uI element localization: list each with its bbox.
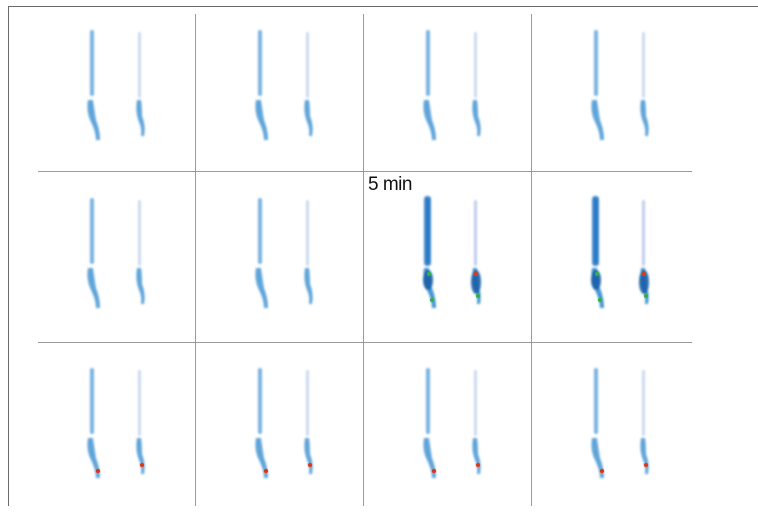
hotspot-marker bbox=[643, 293, 649, 299]
hotspot-marker bbox=[594, 271, 600, 277]
right-tracer-column bbox=[474, 200, 477, 266]
left-lower-signal bbox=[255, 268, 268, 308]
scan-panel bbox=[366, 176, 532, 344]
vertical-divider bbox=[363, 14, 364, 506]
hotspot-marker bbox=[473, 271, 479, 277]
right-lower-signal bbox=[472, 438, 481, 474]
scan-panel bbox=[30, 176, 196, 344]
hotspot-marker bbox=[426, 271, 432, 277]
left-tracer-column bbox=[90, 368, 94, 434]
right-pool bbox=[639, 270, 649, 294]
hotspot-marker bbox=[599, 468, 605, 474]
scan-panel bbox=[198, 346, 364, 514]
left-tracer-column bbox=[426, 30, 430, 96]
left-lower-signal bbox=[591, 100, 604, 140]
left-lower-signal bbox=[423, 438, 436, 478]
left-tracer-column bbox=[594, 368, 598, 434]
left-lower-signal bbox=[255, 100, 268, 140]
scan-panel bbox=[198, 176, 364, 344]
left-lower-signal bbox=[87, 268, 100, 308]
right-lower-signal bbox=[640, 100, 649, 136]
right-tracer-column bbox=[306, 200, 309, 266]
hotspot-marker bbox=[431, 468, 437, 474]
right-tracer-column bbox=[474, 32, 477, 98]
hotspot-marker bbox=[139, 462, 145, 468]
left-tracer-column bbox=[90, 30, 94, 96]
left-tracer-column bbox=[594, 30, 598, 96]
scan-panel bbox=[534, 176, 700, 344]
right-tracer-column bbox=[138, 32, 141, 98]
right-lower-signal bbox=[304, 268, 313, 304]
right-tracer-column bbox=[474, 370, 477, 436]
left-lower-signal bbox=[87, 438, 100, 478]
horizontal-divider bbox=[38, 342, 692, 343]
right-lower-signal bbox=[472, 100, 481, 136]
right-tracer-column bbox=[306, 32, 309, 98]
right-pool bbox=[471, 270, 481, 294]
right-tracer-column bbox=[138, 200, 141, 266]
right-tracer-column bbox=[306, 370, 309, 436]
hotspot-marker bbox=[95, 468, 101, 474]
left-tracer-column bbox=[258, 198, 262, 264]
scan-panel bbox=[30, 8, 196, 176]
right-tracer-column bbox=[642, 32, 645, 98]
left-tracer-column bbox=[426, 368, 430, 434]
left-lower-signal bbox=[591, 438, 604, 478]
right-lower-signal bbox=[304, 100, 313, 136]
hotspot-marker bbox=[429, 297, 435, 303]
right-lower-signal bbox=[136, 268, 145, 304]
hotspot-marker bbox=[475, 462, 481, 468]
right-lower-signal bbox=[304, 438, 313, 474]
right-tracer-column bbox=[138, 370, 141, 436]
hotspot-marker bbox=[641, 271, 647, 277]
vertical-divider bbox=[195, 14, 196, 506]
hotspot-marker bbox=[597, 297, 603, 303]
left-tracer-column-intense bbox=[592, 196, 599, 266]
left-tracer-column bbox=[90, 198, 94, 264]
figure-border bbox=[8, 6, 758, 506]
scan-panel bbox=[534, 8, 700, 176]
hotspot-marker bbox=[475, 293, 481, 299]
right-lower-signal bbox=[136, 438, 145, 474]
right-tracer-column bbox=[642, 370, 645, 436]
right-lower-signal bbox=[640, 438, 649, 474]
horizontal-divider bbox=[38, 171, 692, 172]
scan-panel bbox=[366, 346, 532, 514]
scan-panel bbox=[366, 8, 532, 176]
left-lower-signal bbox=[255, 438, 268, 478]
right-lower-signal bbox=[136, 100, 145, 136]
left-tracer-column bbox=[258, 30, 262, 96]
scan-panel bbox=[198, 8, 364, 176]
left-lower-signal bbox=[87, 100, 100, 140]
scan-panel bbox=[30, 346, 196, 514]
vertical-divider bbox=[531, 14, 532, 506]
left-tracer-column-intense bbox=[424, 196, 431, 266]
scan-panel bbox=[534, 346, 700, 514]
left-tracer-column bbox=[258, 368, 262, 434]
hotspot-marker bbox=[307, 462, 313, 468]
hotspot-marker bbox=[643, 462, 649, 468]
hotspot-marker bbox=[263, 468, 269, 474]
right-tracer-column bbox=[642, 200, 645, 266]
time-label: 5 min bbox=[368, 174, 412, 195]
left-lower-signal bbox=[423, 100, 436, 140]
